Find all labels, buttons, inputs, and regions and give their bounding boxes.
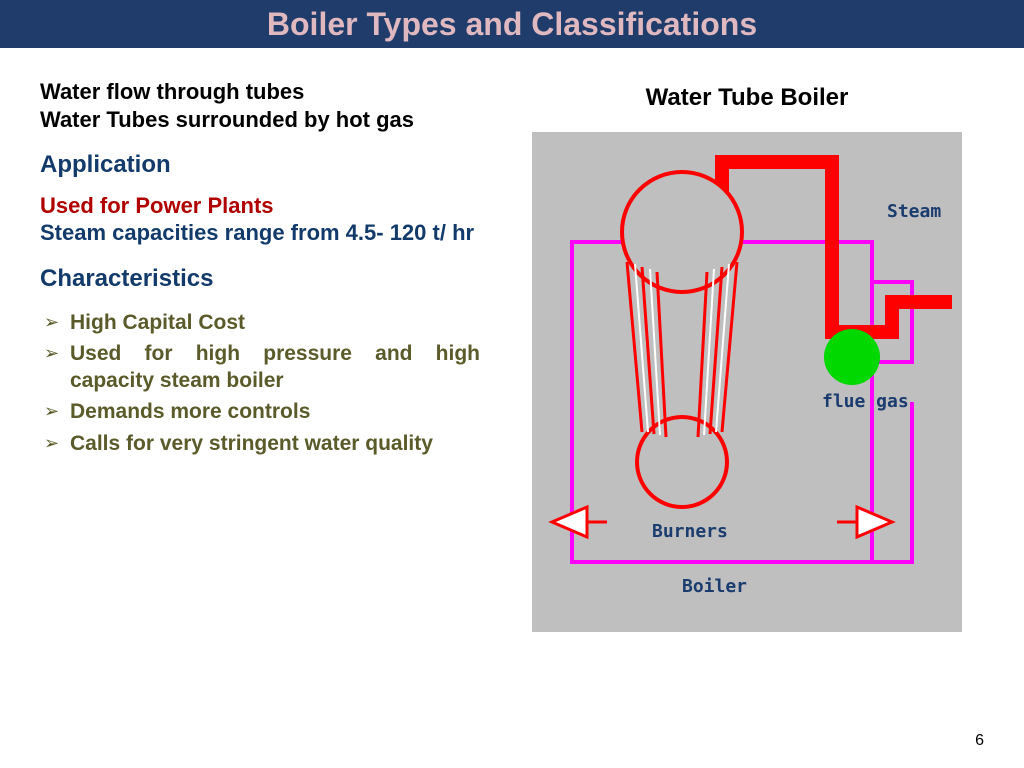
list-item: ➢ Calls for very stringent water quality [44,430,480,457]
right-column: Water Tube Boiler [510,78,984,632]
boiler-diagram: Steam flue gas Burners Boiler [532,132,962,632]
lower-drum [637,417,727,507]
application-line1: Used for Power Plants [40,193,480,219]
bullet-icon: ➢ [44,430,70,455]
list-item: ➢ Used for high pressure and high capaci… [44,340,480,395]
burners-label: Burners [652,521,728,542]
bullet-text: Calls for very stringent water quality [70,430,433,457]
intro-line2: Water Tubes surrounded by hot gas [40,106,480,134]
boiler-label: Boiler [682,576,747,597]
bullet-text: High Capital Cost [70,309,245,336]
flue-gas-node [824,329,880,385]
diagram-title: Water Tube Boiler [646,84,849,112]
page-number: 6 [975,732,984,750]
list-item: ➢ High Capital Cost [44,309,480,336]
diagram-container: Steam flue gas Burners Boiler [532,132,962,632]
intro-line1: Water flow through tubes [40,78,480,106]
upper-drum [622,172,742,292]
bullet-icon: ➢ [44,398,70,423]
flue-gas-label: flue gas [822,391,909,412]
page-title: Boiler Types and Classifications [267,6,757,43]
bullet-list: ➢ High Capital Cost ➢ Used for high pres… [40,309,480,457]
bullet-text: Used for high pressure and high capacity… [70,340,480,395]
steam-label: Steam [887,201,941,222]
characteristics-heading: Characteristics [40,265,480,293]
intro-text: Water flow through tubes Water Tubes sur… [40,78,480,133]
left-column: Water flow through tubes Water Tubes sur… [40,78,480,632]
title-bar: Boiler Types and Classifications [0,0,1024,48]
application-heading: Application [40,151,480,179]
bullet-icon: ➢ [44,340,70,365]
bullet-text: Demands more controls [70,398,310,425]
application-line2: Steam capacities range from 4.5- 120 t/ … [40,219,480,247]
bullet-icon: ➢ [44,309,70,334]
list-item: ➢ Demands more controls [44,398,480,425]
content-area: Water flow through tubes Water Tubes sur… [0,48,1024,632]
